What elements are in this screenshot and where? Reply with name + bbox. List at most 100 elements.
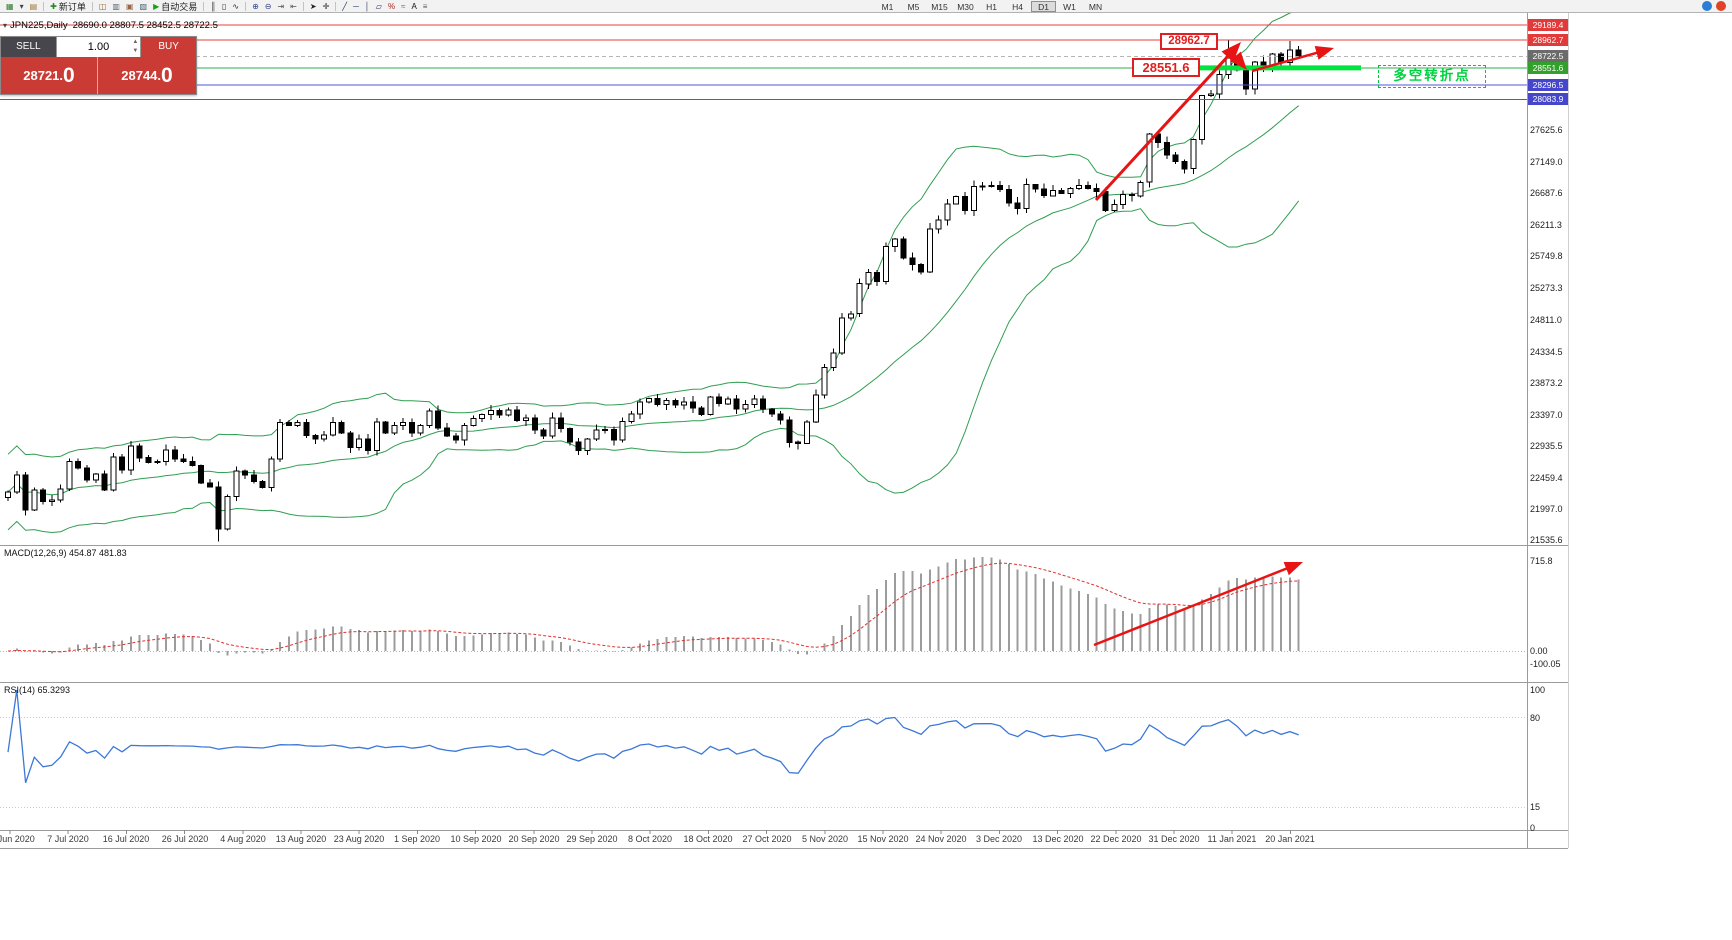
data-window-button[interactable]: ▥ <box>110 1 122 12</box>
toolbar-separator <box>91 1 93 11</box>
price-axis-label: 22459.4 <box>1530 473 1563 483</box>
fibonacci-tool-button[interactable]: % <box>386 1 397 12</box>
chart-list-dropdown-button[interactable]: ▾ <box>18 1 26 12</box>
date-axis-label: 20 Jan 2021 <box>1265 834 1315 844</box>
chart-list-dropdown-icon: ▾ <box>19 1 24 11</box>
toolbar-separator <box>302 1 304 11</box>
price-axis-badge: 28083.9 <box>1528 93 1568 105</box>
wave-tool-button[interactable]: ≈ <box>399 1 407 12</box>
line-chart-mode-button[interactable]: ∿ <box>230 1 241 12</box>
support-price-label[interactable]: 28551.6 <box>1132 58 1200 77</box>
price-axis-label: 27625.6 <box>1530 125 1563 135</box>
text-tool-button[interactable]: A <box>409 1 418 12</box>
price-axis-label: 27149.0 <box>1530 157 1563 167</box>
timeframe-m30-button[interactable]: M30 <box>957 2 974 12</box>
volume-down-icon[interactable]: ▼ <box>132 48 139 54</box>
timeframe-d1-button[interactable]: D1 <box>1031 1 1056 12</box>
rsi-indicator-label: RSI(14) 65.3293 <box>4 685 71 695</box>
vertical-line-tool-button[interactable]: │ <box>363 1 372 12</box>
zoom-out-button[interactable]: ⊖ <box>263 1 274 12</box>
autotrading-label: 自动交易 <box>161 1 198 12</box>
timeframe-m15-button[interactable]: M15 <box>931 2 948 12</box>
volume-steppers[interactable]: ▲ ▼ <box>132 38 138 56</box>
crosshair-tool-icon: ✛ <box>322 1 330 11</box>
timeframe-m5-button[interactable]: M5 <box>907 2 920 12</box>
new-order-label: 新订单 <box>58 1 86 12</box>
price-axis-label: 22935.5 <box>1530 441 1563 451</box>
market-watch-icon: ◫ <box>98 1 107 11</box>
date-axis-label: 13 Aug 2020 <box>275 834 327 844</box>
buy-price-main: 28744. <box>121 68 162 83</box>
macd-indicator-label: MACD(12,26,9) 454.87 481.83 <box>4 548 127 558</box>
navigator-button[interactable]: ▣ <box>124 1 136 12</box>
zoom-out-icon: ⊖ <box>264 1 272 11</box>
horizontal-line-tool-button[interactable]: ─ <box>351 1 361 12</box>
wave-tool-icon: ≈ <box>401 1 406 11</box>
timeframe-mn-button[interactable]: MN <box>1088 2 1103 12</box>
price-axis-label: 25273.3 <box>1530 283 1563 293</box>
timeframe-h4-button[interactable]: H4 <box>1012 2 1023 12</box>
new-order-button[interactable]: ✚ 新订单 <box>48 1 88 12</box>
channel-tool-button[interactable]: ▱ <box>374 1 384 12</box>
toolbar-separator <box>43 1 45 11</box>
community-icon[interactable] <box>1702 1 1712 11</box>
sell-price-big-digit: 0 <box>63 64 75 87</box>
price-axis-label: 23873.2 <box>1530 378 1563 388</box>
sell-price-button[interactable]: 28721. 0 <box>1 57 98 94</box>
date-axis-label: 1 Sep 2020 <box>393 834 441 844</box>
fibonacci-tool-icon: % <box>387 1 396 11</box>
autotrading-icon: ▶ <box>153 1 160 11</box>
bar-chart-mode-button[interactable]: ║ <box>208 1 218 12</box>
price-axis-badge: 29189.4 <box>1528 19 1568 31</box>
buy-button[interactable]: BUY <box>141 37 196 57</box>
chart-shift-button[interactable]: ⇤ <box>288 1 299 12</box>
timeframe-h1-button[interactable]: H1 <box>986 2 997 12</box>
macd-axis-label: 715.8 <box>1530 556 1553 566</box>
auto-scroll-button[interactable]: ⇥ <box>275 1 286 12</box>
cursor-tool-button[interactable]: ➤ <box>308 1 319 12</box>
sell-button[interactable]: SELL <box>1 37 56 57</box>
date-axis-label: 8 Oct 2020 <box>627 834 673 844</box>
trendline-tool-icon: ╱ <box>342 1 348 11</box>
market-watch-button[interactable]: ◫ <box>97 1 109 12</box>
chart-symbol-period: JPN225,Daily <box>10 20 68 31</box>
horizontal-line-tool-icon: ─ <box>353 1 359 11</box>
autotrading-button[interactable]: ▶ 自动交易 <box>151 1 199 12</box>
line-chart-mode-icon: ∿ <box>232 1 240 11</box>
candlestick-mode-button[interactable]: ▯ <box>220 1 228 12</box>
new-chart-icon: ▦ <box>6 1 14 11</box>
new-chart-button[interactable]: ▦ <box>4 1 16 12</box>
objects-list-button[interactable]: ≡ <box>421 1 430 12</box>
zoom-in-button[interactable]: ⊕ <box>250 1 261 12</box>
date-axis-label: 31 Dec 2020 <box>1148 834 1200 844</box>
price-axis-badge: 28296.5 <box>1528 79 1568 91</box>
price-axis-label: 21997.0 <box>1530 504 1563 514</box>
channel-tool-icon: ▱ <box>375 1 382 11</box>
navigator-icon: ▣ <box>125 1 134 11</box>
crosshair-tool-button[interactable]: ✛ <box>321 1 332 12</box>
live-update-icon[interactable] <box>1716 1 1726 11</box>
date-axis-label: 26 Jul 2020 <box>161 834 209 844</box>
volume-up-icon[interactable]: ▲ <box>132 39 139 45</box>
profiles-button[interactable]: ▤ <box>28 1 40 12</box>
trend-arrows[interactable] <box>1093 42 1334 647</box>
rsi-axis-label: 0 <box>1530 823 1536 833</box>
terminal-button[interactable]: ▧ <box>138 1 150 12</box>
chart-collapse-icon[interactable]: ▾ <box>3 21 8 30</box>
turning-point-label[interactable]: 多空转折点 <box>1378 65 1486 88</box>
timeframe-m1-button[interactable]: M1 <box>881 2 894 12</box>
candlestick-mode-icon: ▯ <box>221 1 227 11</box>
buy-price-big-digit: 0 <box>161 64 173 87</box>
date-axis-label: 3 Dec 2020 <box>975 834 1023 844</box>
resistance-price-label[interactable]: 28962.7 <box>1160 33 1218 50</box>
date-axis-label: 7 Jul 2020 <box>47 834 89 844</box>
price-axis-label: 24811.0 <box>1530 315 1562 325</box>
volume-input[interactable]: 1.00 ▲ ▼ <box>55 37 142 57</box>
main-toolbar: ▦ ▾ ▤ ✚ 新订单 ◫ ▥ ▣ ▧ ▶ 自动交易 ║ ▯ ∿ ⊕ ⊖ ⇥ ⇤ ➤ ✛ ╱ ─ │ ▱% ≈ A ≡ M1 M5 M1… <box>0 0 1732 13</box>
trendline-tool-button[interactable]: ╱ <box>340 1 349 12</box>
timeframe-w1-button[interactable]: W1 <box>1063 2 1076 12</box>
buy-price-button[interactable]: 28744. 0 <box>98 57 196 94</box>
chart-ohlc-values: 28690.0 28807.5 28452.5 28722.5 <box>72 20 218 31</box>
